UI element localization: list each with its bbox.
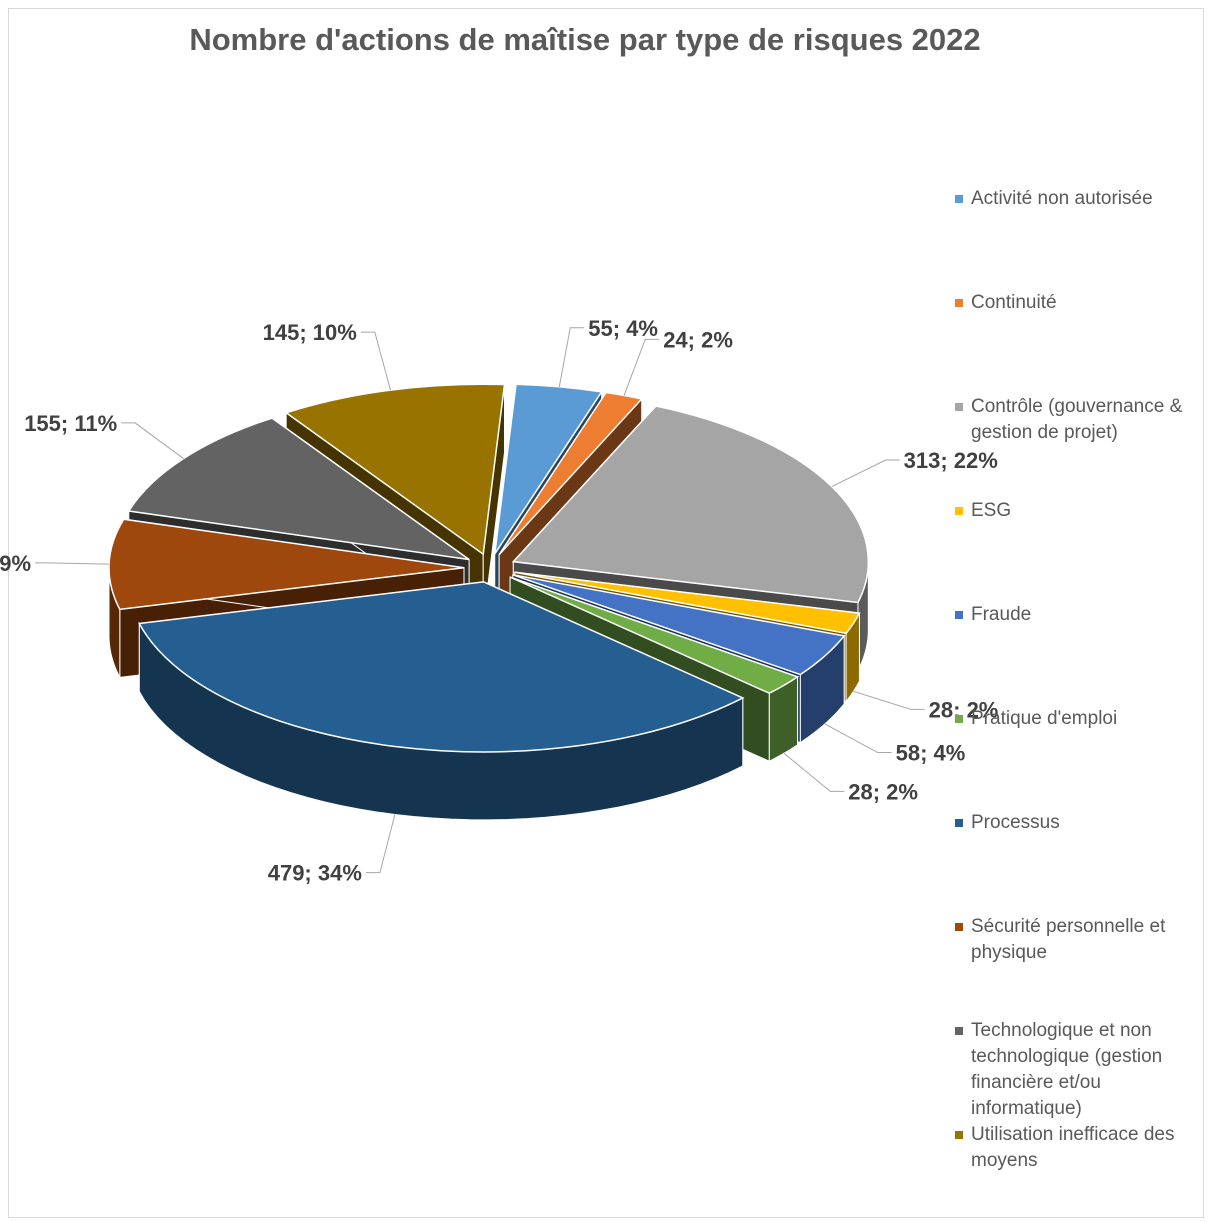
data-label: 55; 4%	[588, 316, 658, 341]
pie-slice	[511, 405, 870, 604]
legend-item: Technologique et non technologique (gest…	[955, 1018, 1208, 1122]
data-label: 155; 11%	[24, 411, 117, 436]
data-label: 145; 10%	[263, 320, 357, 345]
legend-swatch	[955, 923, 963, 931]
legend-label: Contrôle (gouvernance & gestion de proje…	[971, 396, 1183, 443]
data-label: 28; 2%	[929, 697, 999, 722]
pie-slice	[512, 574, 846, 676]
leader-line	[365, 814, 396, 874]
legend-label: Fraude	[971, 604, 1032, 625]
legend-swatch	[955, 299, 963, 307]
pie-labels: 55; 4% 24; 2% 313; 22% 28; 2% 58; 4% 28; 2% 47…	[0, 316, 998, 886]
data-label: 24; 2%	[663, 327, 733, 352]
legend-swatch	[955, 1131, 963, 1139]
pie-slice	[509, 576, 800, 695]
legend-label: Processus	[971, 812, 1060, 833]
chart-title: Nombre d'actions de maîtise par type de …	[189, 22, 981, 57]
legend-swatch	[955, 611, 963, 619]
legend-item: Fraude	[955, 602, 1208, 628]
pie-slice	[498, 391, 644, 556]
leader-line	[831, 459, 900, 488]
pie-slice	[514, 571, 861, 635]
legend-label: Activité non autorisée	[971, 188, 1153, 209]
pie-slice	[493, 383, 603, 555]
legend-swatch	[955, 403, 963, 411]
leader-line	[360, 331, 391, 391]
leader-line	[824, 723, 892, 754]
leader-line	[35, 562, 110, 565]
legend-label: ESG	[971, 500, 1012, 521]
data-label: 28; 2%	[848, 779, 918, 804]
leader-line	[783, 752, 845, 792]
legend-item: Pratique d'emploi	[955, 706, 1208, 732]
leader-line	[121, 422, 184, 459]
legend-label: Sécurité personnelle et physique	[971, 916, 1166, 963]
legend-label: Utilisation inefficace des moyens	[971, 1124, 1175, 1171]
pie-slice	[138, 581, 745, 753]
legend-label: Technologique et non technologique (gest…	[971, 1020, 1163, 1119]
leader-line	[853, 690, 925, 710]
legend-swatch	[955, 195, 963, 203]
legend-item: ESG	[955, 498, 1208, 524]
leader-line	[623, 338, 660, 396]
pie-slice	[284, 383, 506, 556]
legend-swatch	[955, 1027, 963, 1035]
legend-item: Continuité	[955, 290, 1208, 316]
legend-item: Activité non autorisée	[955, 186, 1208, 212]
legend-item: Sécurité personnelle et physique	[955, 914, 1208, 966]
data-label: 120; 9%	[0, 551, 31, 576]
data-label: 58; 4%	[896, 741, 966, 766]
legend-item: Contrôle (gouvernance & gestion de proje…	[955, 394, 1208, 446]
chart-frame	[8, 8, 1204, 1218]
legend-swatch	[955, 715, 963, 723]
legend-swatch	[955, 507, 963, 515]
data-label: 479; 34%	[268, 861, 362, 886]
legend-item: Processus	[955, 810, 1208, 836]
pie-slice	[127, 417, 470, 561]
leader-line	[558, 327, 585, 387]
data-label: 313; 22%	[904, 448, 998, 473]
pie-tops	[108, 383, 870, 753]
legend-item: Utilisation inefficace des moyens	[955, 1122, 1208, 1174]
pie-slice	[108, 518, 465, 611]
legend-label: Pratique d'emploi	[971, 708, 1118, 729]
legend-swatch	[955, 819, 963, 827]
legend-label: Continuité	[971, 292, 1057, 313]
